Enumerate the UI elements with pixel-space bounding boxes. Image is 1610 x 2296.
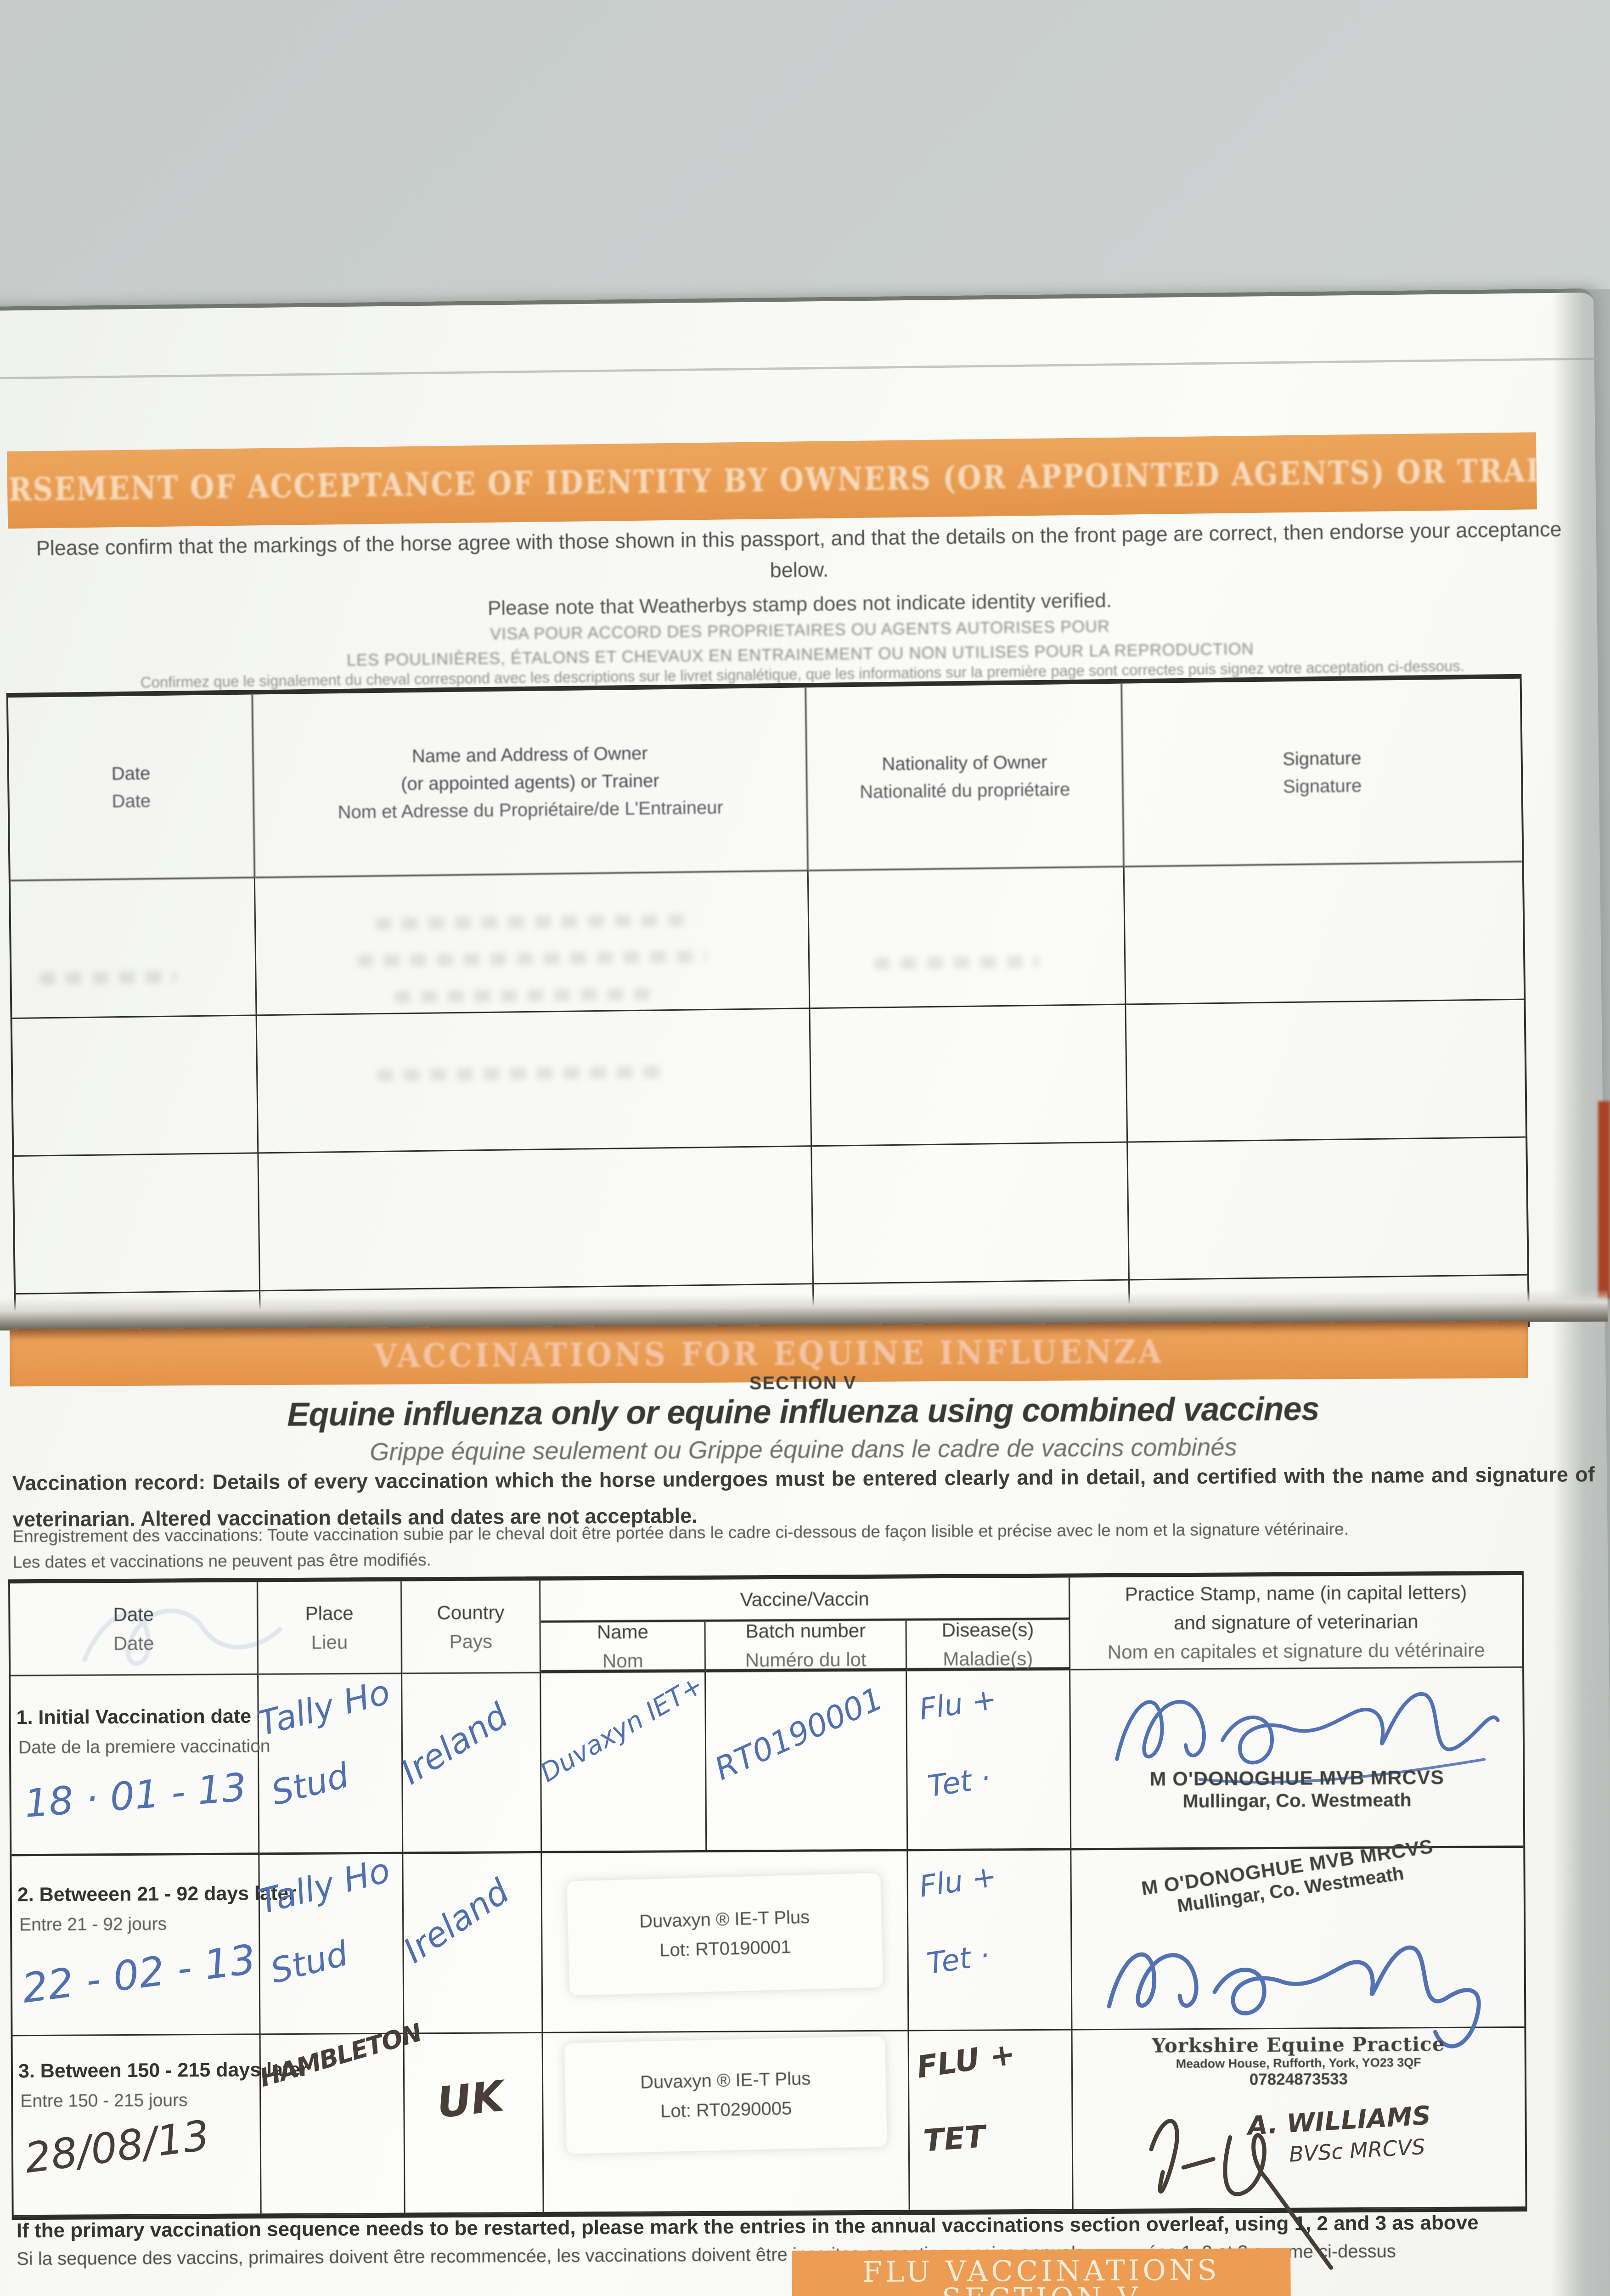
- row1-stamp-cell: M O'DONOGHUE MVB MRCVS Mullingar, Co. We…: [1070, 1667, 1524, 1851]
- row3-country-cell: UK: [404, 2033, 545, 2214]
- row3-date-handwriting: 28/08/13: [22, 2111, 213, 2183]
- signature-odonoghue-1: [1115, 1692, 1500, 1784]
- row3-stamp-cell: Yorkshire Equine Practice Meadow House, …: [1072, 2027, 1526, 2270]
- next-page-edge: [1598, 1101, 1610, 1299]
- row3-disease-cell: FLU + TET: [909, 2030, 1074, 2212]
- row2-date-handwriting: 22 - 02 - 13: [19, 1935, 259, 2012]
- row1-vaccine-name-cell: Duvaxyn IET+: [535, 1670, 709, 1853]
- row2-date-cell: 2. Betweeen 21 - 92 days later Entre 21 …: [11, 1855, 296, 2037]
- vet-quals-handwriting: BVSc MRCVS: [1288, 2134, 1426, 2167]
- row1-date-handwriting: 18 · 01 - 13: [23, 1764, 248, 1826]
- col-header-stamp: Practice Stamp, name (in capital letters…: [1070, 1575, 1523, 1671]
- vaccination-record-note-fr2: Les dates et vaccinations ne peuvent pas…: [12, 1550, 432, 1572]
- col-header-place: Place Lieu: [258, 1581, 402, 1675]
- row3-vaccine-sticker-cell: Duvaxyn ® IE-T Plus Lot: RT0290005: [543, 2031, 910, 2213]
- vaccine-sticker: Duvaxyn ® IE-T Plus Lot: RT0290005: [564, 2036, 888, 2154]
- row2-stamp-cell: M O'DONOGHUE MVB MRCVS Mullingar, Co. We…: [1071, 1835, 1525, 2048]
- col-header-batch: Batch number Numéro du lot: [705, 1619, 907, 1672]
- yorkshire-stamp: Yorkshire Equine Practice Meadow House, …: [1152, 2032, 1445, 2089]
- row1-disease-cell: Flu + Tet ·: [907, 1670, 1071, 1851]
- col-header-disease: Disease(s) Maladie(s): [906, 1618, 1070, 1671]
- row1-place-cell: Tally Ho Stud: [254, 1672, 403, 1855]
- row2-country-cell: Ireland: [396, 1853, 543, 2034]
- row1-batch-cell: RT0190001: [706, 1671, 908, 1852]
- row3-place-cell: HAMBLETON: [256, 2018, 424, 2215]
- signature-williams: [1149, 2119, 1333, 2270]
- bleedthrough-scribble: [82, 1608, 283, 1666]
- col-header-name: Name Nom: [540, 1621, 706, 1673]
- flu-banner-title: VACCINATIONS FOR EQUINE INFLUENZA: [373, 1333, 1164, 1375]
- signature-odonoghue-2: [1107, 1945, 1481, 2048]
- col-header-country: Country Pays: [401, 1580, 541, 1674]
- flu-vaccinations-tab: FLU VACCINATIONS SECTION V: [792, 2248, 1291, 2296]
- row1-date-cell: 1. Initial Vaccination date Date de la p…: [11, 1675, 270, 1857]
- row3-date-cell: 3. Between 150 - 215 days later Entre 15…: [12, 2035, 308, 2217]
- row2-vaccine-sticker-cell: Duvaxyn ® IE-T Plus Lot: RT0190001: [542, 1851, 909, 2033]
- row2-disease-cell: Flu + Tet ·: [908, 1850, 1073, 2032]
- row1-country-cell: Ireland: [394, 1673, 542, 1854]
- vaccine-sticker: Duvaxyn ® IE-T Plus Lot: RT0190001: [567, 1873, 884, 1996]
- vaccination-table: Date Date Place Lieu Country Pays Vaccin…: [8, 1570, 1527, 2270]
- odonoghue-stamp-1: M O'DONOGHUE MVB MRCVS Mullingar, Co. We…: [1149, 1766, 1445, 1812]
- row2-place-cell: Tally Ho Stud: [254, 1851, 405, 2035]
- col-header-date: Date Date: [10, 1582, 283, 1677]
